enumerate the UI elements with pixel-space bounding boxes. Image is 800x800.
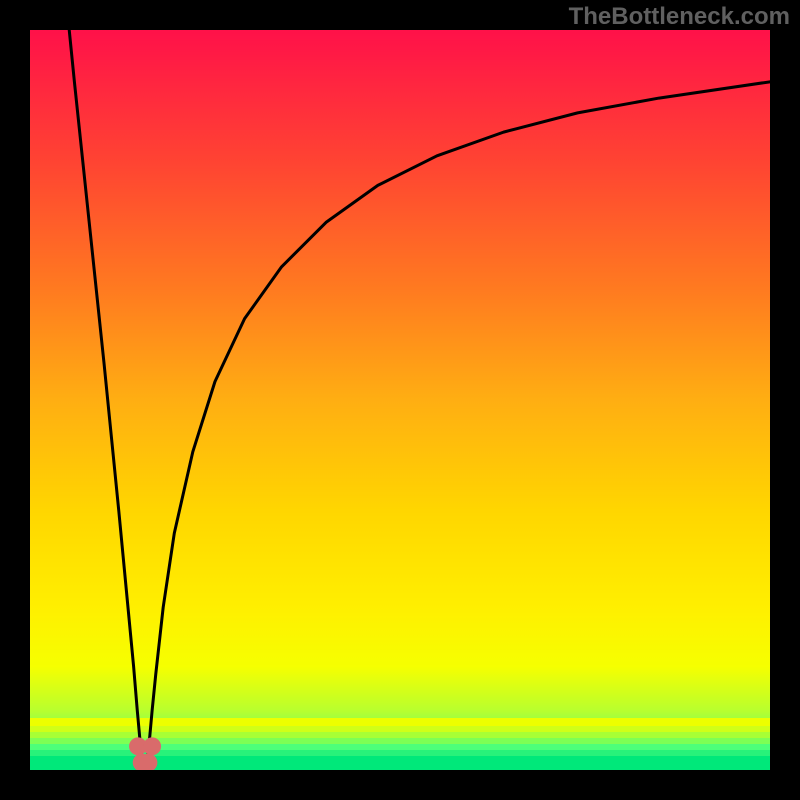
bottom-band bbox=[30, 718, 770, 726]
watermark-text: TheBottleneck.com bbox=[569, 3, 790, 31]
bottom-band bbox=[30, 738, 770, 744]
bottom-band bbox=[30, 744, 770, 750]
bottom-band bbox=[30, 732, 770, 738]
bottom-band bbox=[30, 756, 770, 770]
curve-layer bbox=[30, 30, 770, 770]
bottom-band bbox=[30, 750, 770, 756]
outer-frame: TheBottleneck.com bbox=[0, 0, 800, 800]
bottleneck-curve bbox=[69, 30, 770, 770]
plot-area bbox=[30, 30, 770, 770]
bottom-band bbox=[30, 726, 770, 732]
